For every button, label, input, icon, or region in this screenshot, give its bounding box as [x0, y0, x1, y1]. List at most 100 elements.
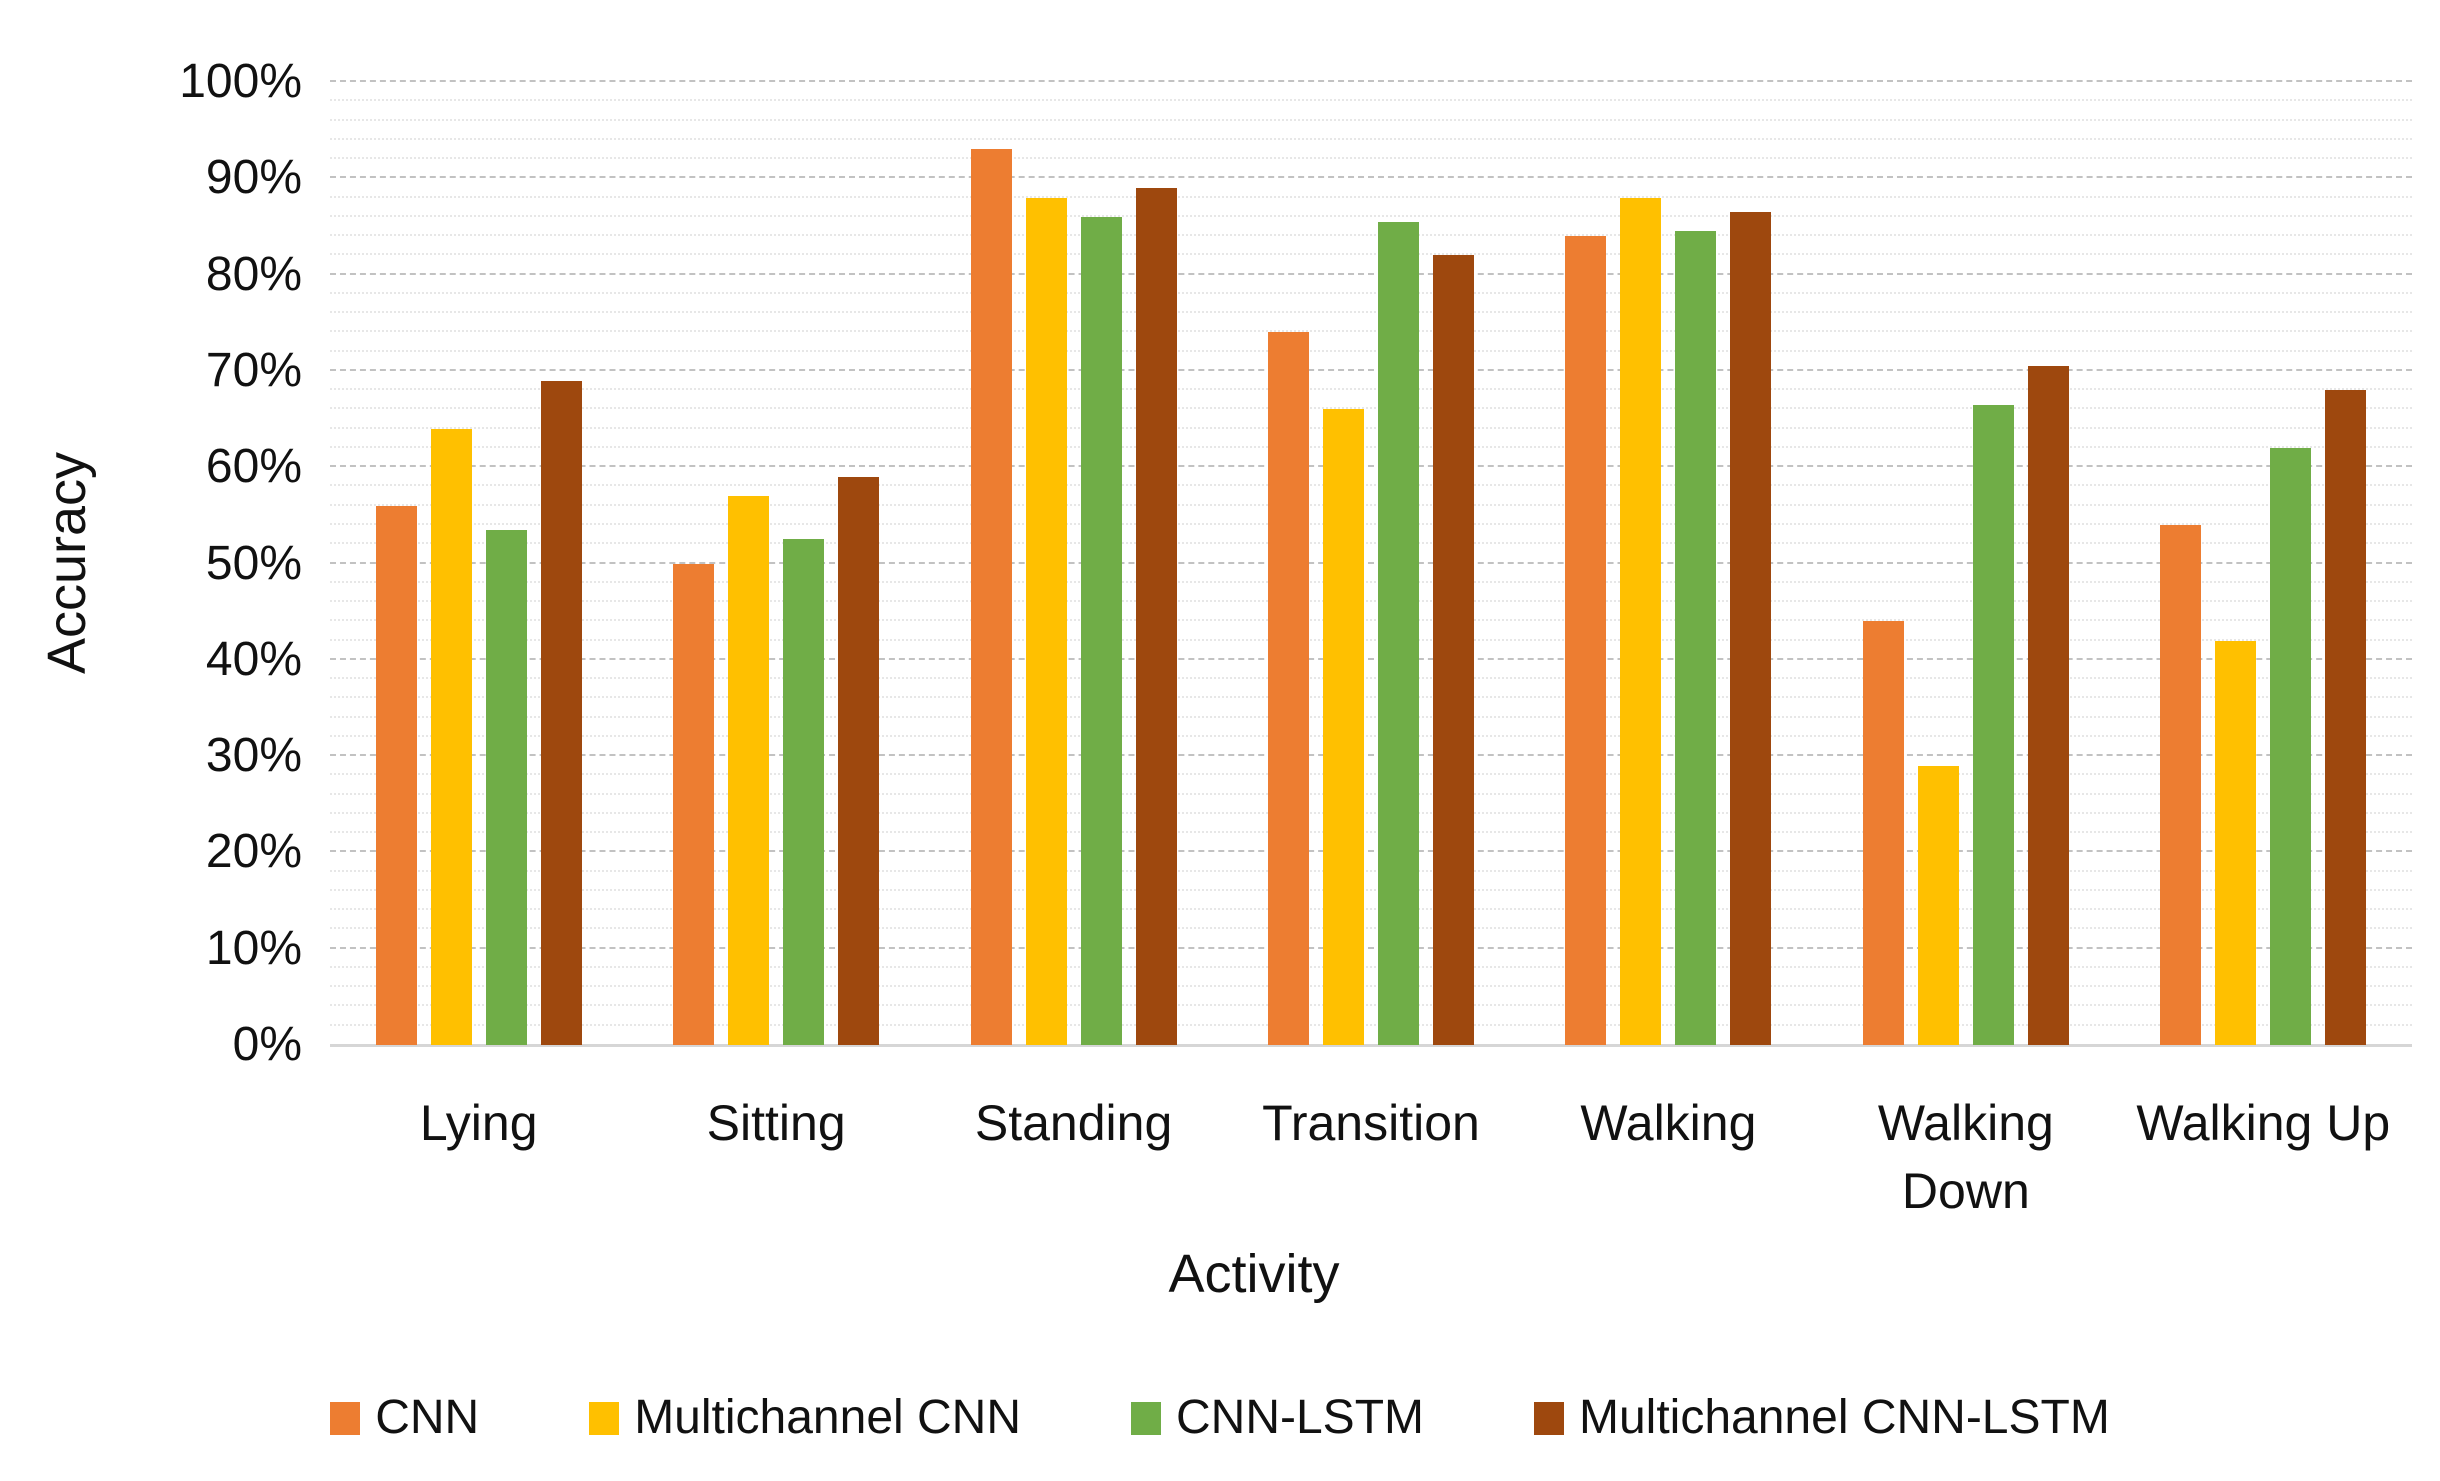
gridline-minor	[330, 234, 2412, 237]
gridline-major	[330, 561, 2412, 564]
x-axis-title: Activity	[1168, 1244, 1340, 1304]
gridline-minor	[330, 888, 2412, 891]
y-tick-label-40: 40%	[205, 632, 302, 686]
y-tick-label-50: 50%	[205, 536, 302, 590]
x-category-label-sitting: Sitting	[706, 1095, 846, 1151]
gridline-minor	[330, 1004, 2412, 1007]
gridline-minor	[330, 677, 2412, 680]
gridline-minor	[330, 99, 2412, 102]
bar-cnn-lstm-standing	[1080, 216, 1122, 1045]
x-category-label-walking-down: Walking Down	[1877, 1095, 2054, 1219]
legend-label-cnn-lstm: CNN-LSTM	[1176, 1391, 1424, 1444]
bar-multichannel-cnn-lstm-transition	[1433, 255, 1474, 1045]
bar-cnn-lstm-sitting	[783, 539, 825, 1045]
x-axis-line	[330, 1044, 2412, 1047]
legend-item-cnn-lstm: CNN-LSTM	[1131, 1394, 1424, 1442]
gridline-minor	[330, 600, 2412, 603]
bar-cnn-transition	[1268, 332, 1309, 1045]
bar-multichannel-cnn-lstm-walking-up	[2325, 390, 2367, 1045]
bar-cnn-lstm-walking-up	[2270, 447, 2312, 1045]
bar-group-lying	[375, 82, 582, 1045]
y-tick-label-90: 90%	[205, 151, 302, 205]
bar-multichannel-cnn-transition	[1323, 409, 1364, 1045]
gridline-minor	[330, 985, 2412, 988]
bar-group-standing	[970, 82, 1177, 1045]
x-category-label-walking: Walking	[1580, 1095, 1757, 1151]
gridline-minor	[330, 811, 2412, 814]
legend-item-multichannel-cnn: Multichannel CNN	[589, 1394, 1021, 1442]
legend-label-multichannel-cnn-lstm: Multichannel CNN-LSTM	[1579, 1391, 2110, 1444]
bar-multichannel-cnn-standing	[1025, 197, 1067, 1045]
x-category-label-transition: Transition	[1262, 1095, 1480, 1151]
legend-label-cnn: CNN	[375, 1391, 480, 1444]
gridline-minor	[330, 349, 2412, 352]
bar-cnn-walking-up	[2160, 524, 2202, 1045]
gridline-minor	[330, 927, 2412, 930]
gridline-major	[330, 754, 2412, 757]
gridline-minor	[330, 311, 2412, 314]
bar-cnn-standing	[970, 149, 1012, 1045]
bar-multichannel-cnn-lying	[430, 428, 472, 1045]
gridline-major	[330, 465, 2412, 468]
gridline-minor	[330, 773, 2412, 776]
x-category-label-standing: Standing	[974, 1095, 1173, 1151]
gridline-minor	[330, 696, 2412, 699]
bar-cnn-lstm-walking-down	[1972, 404, 2014, 1045]
gridline-minor	[330, 426, 2412, 429]
gridline-minor	[330, 619, 2412, 622]
legend-item-multichannel-cnn-lstm: Multichannel CNN-LSTM	[1534, 1394, 2110, 1442]
gridline-minor	[330, 965, 2412, 968]
gridline-minor	[330, 195, 2412, 198]
gridline-minor	[330, 792, 2412, 795]
gridline-minor	[330, 580, 2412, 583]
bar-cnn-lstm-walking	[1675, 231, 1717, 1045]
bar-group-walking	[1565, 82, 1772, 1045]
legend-swatch-cnn-lstm	[1131, 1401, 1161, 1435]
gridline-minor	[330, 734, 2412, 737]
gridline-major	[330, 657, 2412, 660]
bar-cnn-lstm-transition	[1378, 221, 1419, 1045]
gridline-minor	[330, 214, 2412, 217]
bar-cnn-sitting	[673, 563, 715, 1045]
gridline-minor	[330, 503, 2412, 506]
bar-group-walking-down	[1862, 82, 2069, 1045]
gridline-major	[330, 946, 2412, 949]
bar-group-transition	[1268, 82, 1474, 1045]
y-tick-label-70: 70%	[205, 343, 302, 397]
x-category-label-walking-up: Walking Up	[2136, 1095, 2391, 1151]
legend-label-multichannel-cnn: Multichannel CNN	[634, 1391, 1021, 1444]
y-tick-label-80: 80%	[205, 247, 302, 301]
bar-multichannel-cnn-lstm-lying	[540, 380, 582, 1045]
y-tick-label-0: 0%	[232, 1018, 302, 1071]
gridline-minor	[330, 330, 2412, 333]
gridline-minor	[330, 157, 2412, 160]
gridline-major	[330, 272, 2412, 275]
bar-cnn-walking-down	[1862, 621, 1904, 1045]
y-tick-label-30: 30%	[205, 729, 302, 783]
y-axis-tick-labels: 0% 10% 20% 30% 40% 50% 60% 70% 80% 90% 100%	[0, 58, 302, 1069]
y-tick-label-20: 20%	[205, 825, 302, 879]
gridline-minor	[330, 253, 2412, 256]
gridline-minor	[330, 715, 2412, 718]
bar-group-walking-up	[2160, 82, 2367, 1045]
gridline-minor	[330, 484, 2412, 487]
gridline-minor	[330, 522, 2412, 525]
gridline-minor	[330, 137, 2412, 140]
y-tick-label-60: 60%	[205, 440, 302, 494]
gridline-major	[330, 850, 2412, 853]
bar-cnn-walking	[1565, 236, 1607, 1045]
bar-multichannel-cnn-lstm-walking	[1730, 212, 1772, 1045]
gridline-minor	[330, 831, 2412, 834]
bar-group-sitting	[673, 82, 880, 1045]
legend-swatch-multichannel-cnn-lstm	[1534, 1401, 1564, 1435]
bar-multichannel-cnn-lstm-sitting	[838, 476, 880, 1045]
gridline-minor	[330, 908, 2412, 911]
legend-item-cnn: CNN	[330, 1394, 479, 1442]
gridline-minor	[330, 407, 2412, 410]
gridline-major	[330, 80, 2412, 82]
bar-multichannel-cnn-walking	[1620, 197, 1662, 1045]
y-tick-label-10: 10%	[205, 921, 302, 975]
gridline-minor	[330, 388, 2412, 391]
gridline-minor	[330, 638, 2412, 641]
